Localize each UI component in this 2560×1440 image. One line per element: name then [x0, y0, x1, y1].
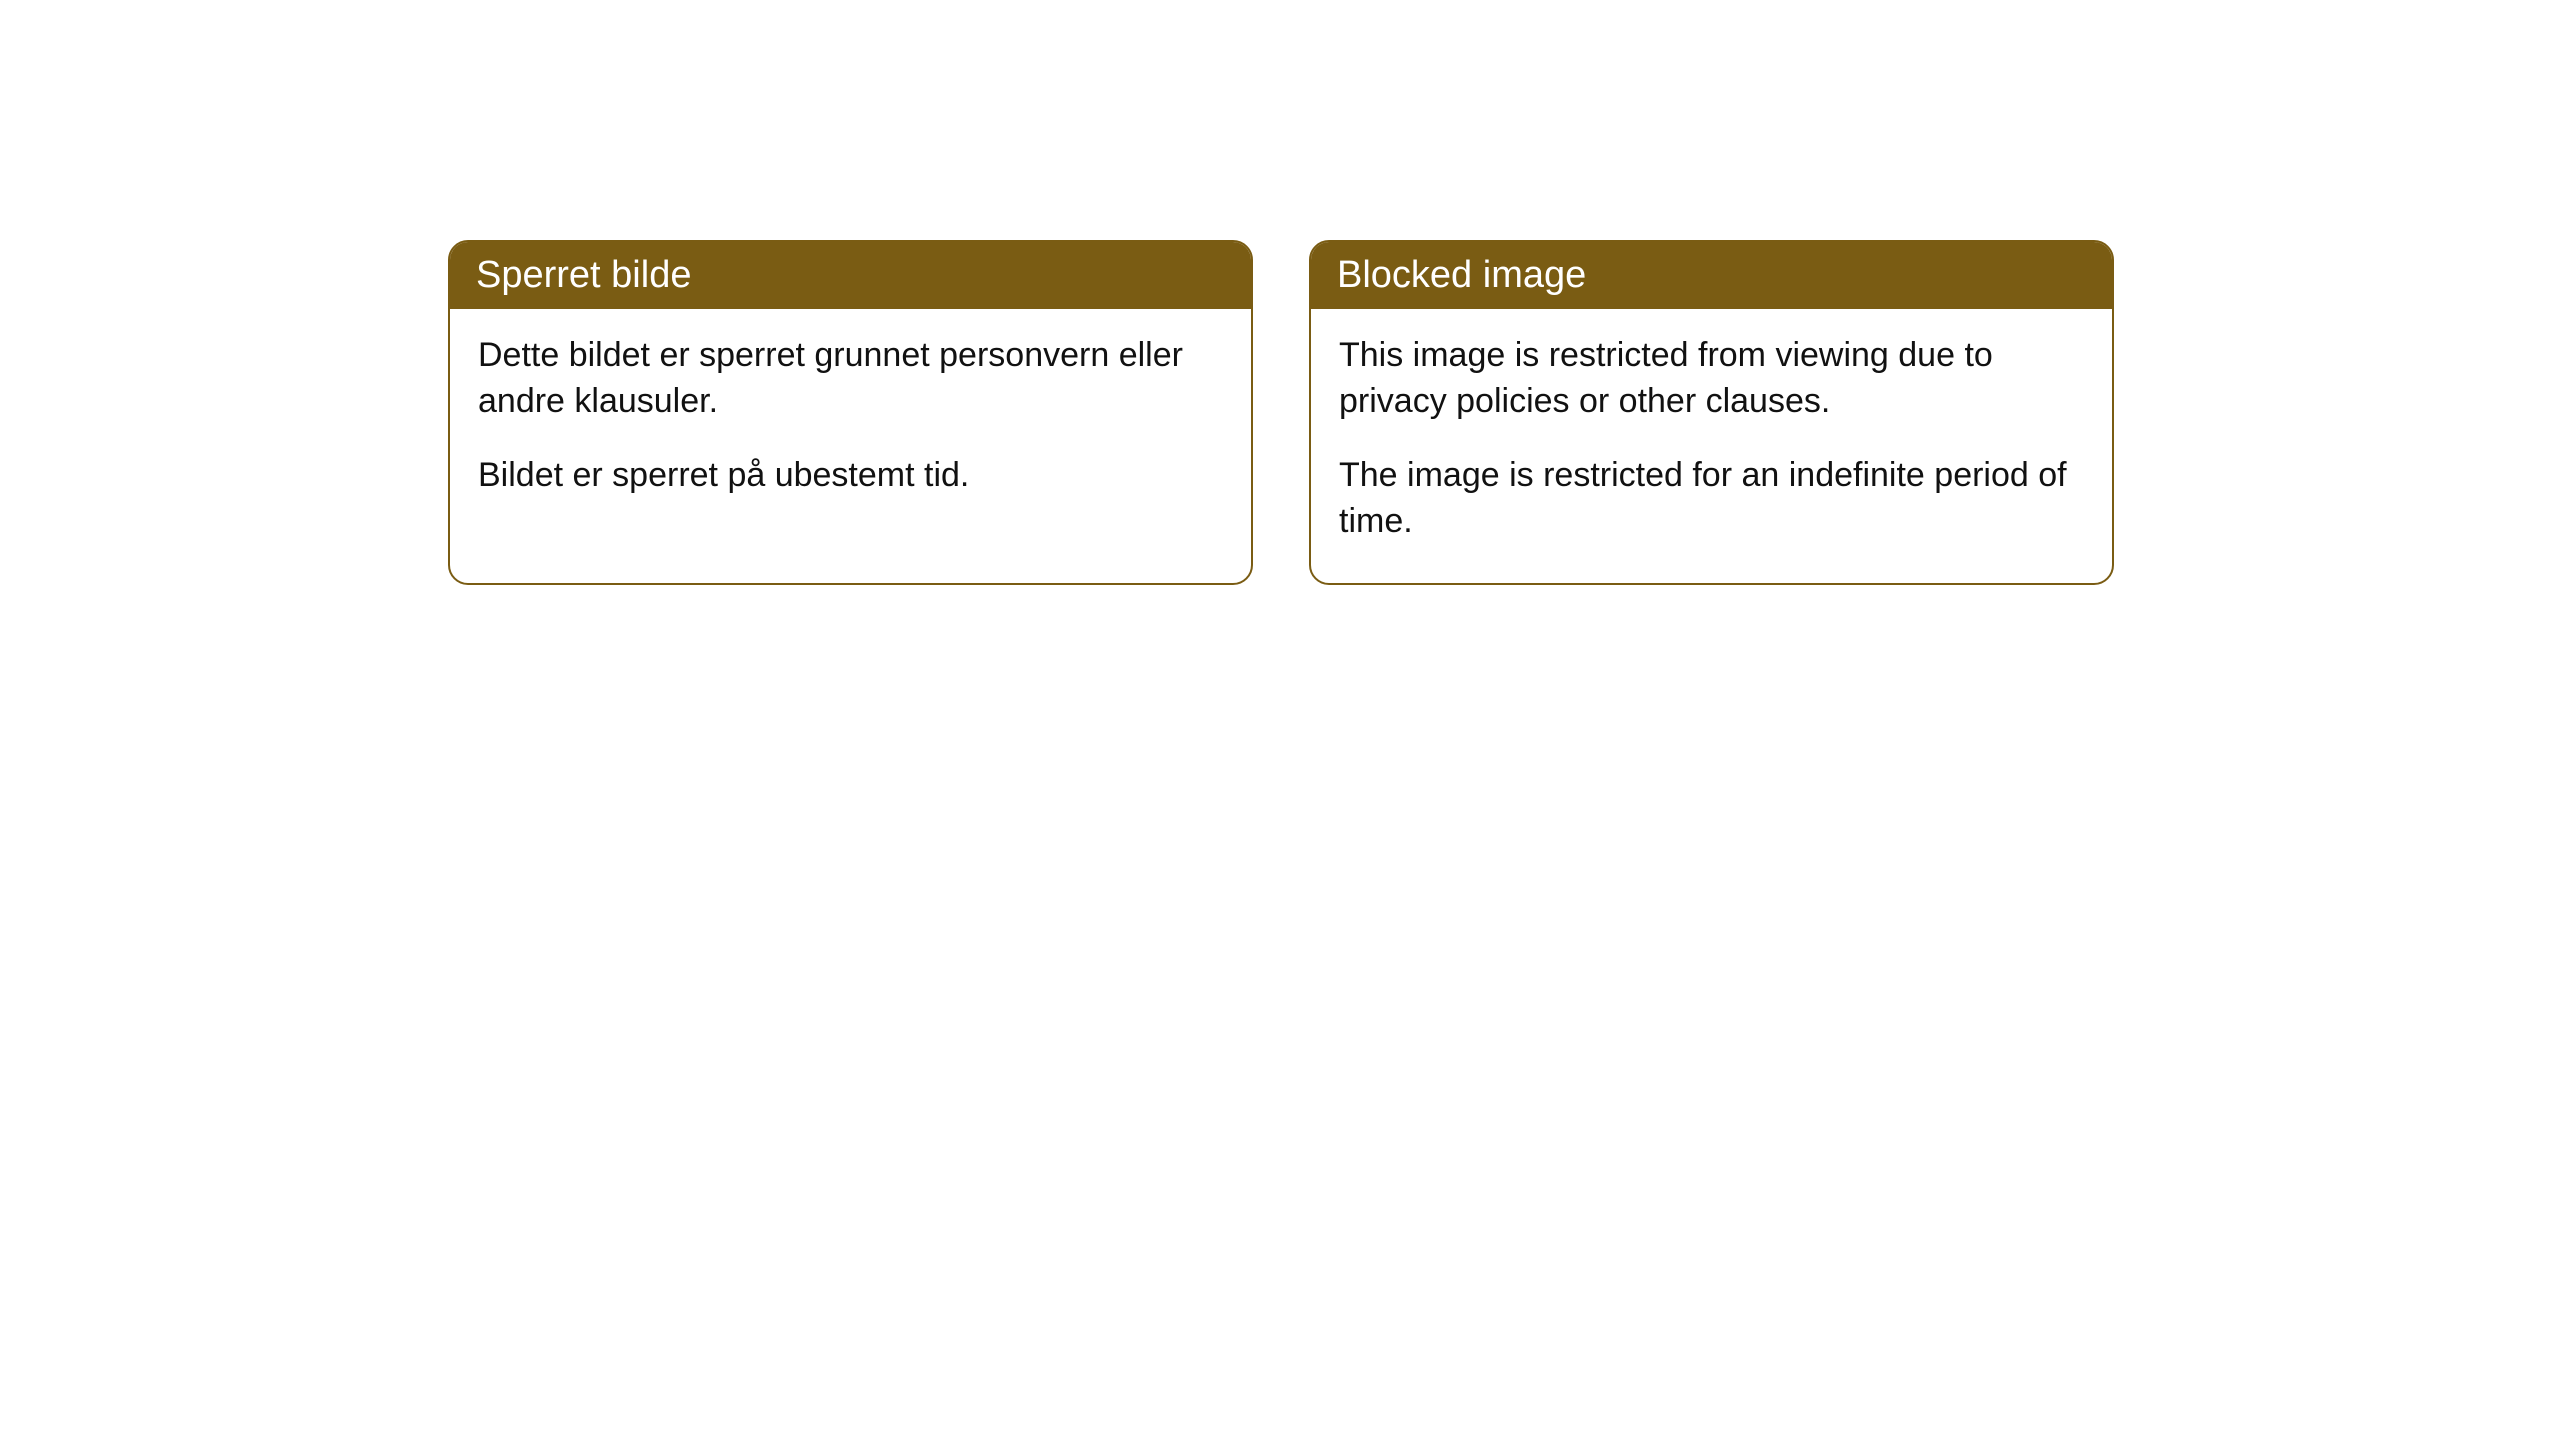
card-body: Dette bildet er sperret grunnet personve… [450, 309, 1251, 537]
notice-paragraph-1: This image is restricted from viewing du… [1339, 333, 2084, 425]
notice-card-english: Blocked image This image is restricted f… [1309, 240, 2114, 585]
notice-paragraph-1: Dette bildet er sperret grunnet personve… [478, 333, 1223, 425]
notice-paragraph-2: The image is restricted for an indefinit… [1339, 453, 2084, 545]
card-body: This image is restricted from viewing du… [1311, 309, 2112, 583]
card-header: Blocked image [1311, 242, 2112, 309]
notice-cards-container: Sperret bilde Dette bildet er sperret gr… [448, 240, 2560, 585]
notice-card-norwegian: Sperret bilde Dette bildet er sperret gr… [448, 240, 1253, 585]
notice-paragraph-2: Bildet er sperret på ubestemt tid. [478, 453, 1223, 499]
card-title: Blocked image [1337, 254, 1586, 296]
card-title: Sperret bilde [476, 254, 691, 296]
card-header: Sperret bilde [450, 242, 1251, 309]
